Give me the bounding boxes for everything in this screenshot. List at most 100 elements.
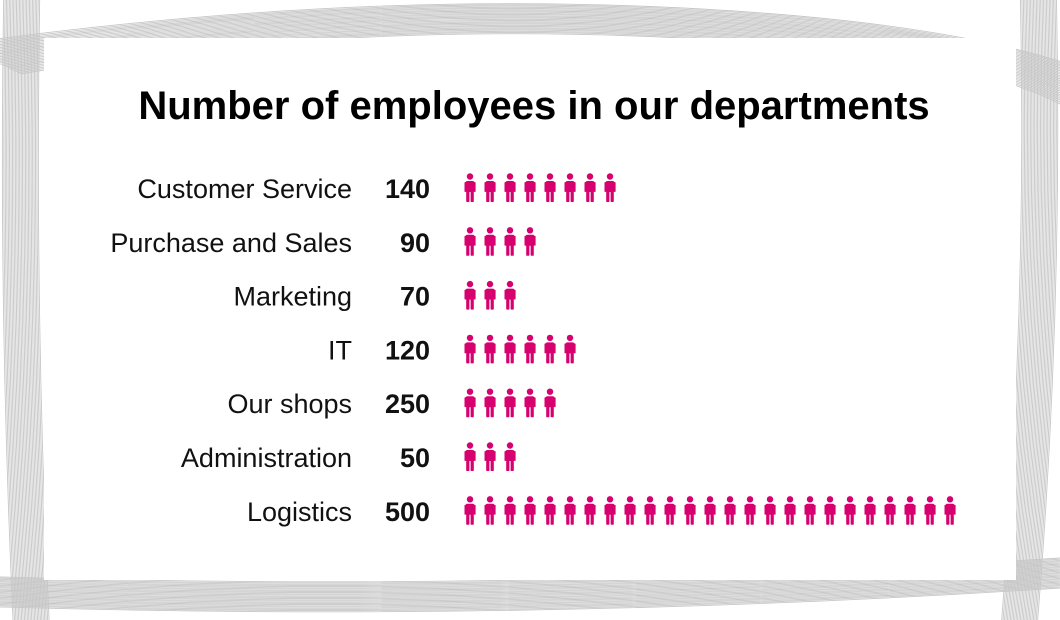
person-icon	[644, 496, 656, 525]
person-icon	[584, 496, 596, 525]
person-icon	[484, 388, 496, 418]
chart-row: Marketing 70	[233, 280, 516, 312]
person-icon	[464, 496, 476, 525]
value-label: 140	[385, 174, 430, 204]
person-icon	[464, 334, 476, 364]
person-icon	[524, 173, 536, 202]
person-icon	[664, 496, 676, 525]
person-icon	[464, 442, 476, 471]
person-icon	[884, 496, 896, 525]
person-icon	[504, 496, 516, 525]
person-icon	[544, 173, 556, 202]
category-label: Logistics	[247, 497, 352, 527]
person-icon	[524, 496, 536, 525]
chart-row: Customer Service 140	[137, 173, 616, 204]
person-icon	[464, 388, 476, 418]
person-icon	[484, 173, 496, 202]
person-icon	[544, 388, 556, 418]
person-icon	[744, 496, 756, 525]
person-icon	[564, 173, 576, 202]
chart-row: Administration 50	[181, 442, 516, 473]
person-icon	[504, 442, 516, 471]
person-icon	[564, 496, 576, 525]
person-icon	[504, 388, 516, 418]
value-label: 50	[400, 443, 430, 473]
person-icon	[824, 496, 836, 525]
person-icon	[484, 442, 496, 471]
person-icon	[464, 227, 476, 256]
chart-row: Logistics 500	[247, 496, 956, 527]
category-label: Customer Service	[137, 174, 352, 204]
category-label: Administration	[181, 443, 352, 473]
category-label: Our shops	[227, 389, 352, 419]
person-icon	[484, 227, 496, 256]
person-icon	[584, 173, 596, 202]
person-icon	[724, 496, 736, 525]
chart-row: Our shops 250	[227, 388, 556, 419]
person-icon	[524, 227, 536, 256]
person-icon	[484, 280, 496, 310]
person-icon	[764, 496, 776, 525]
person-icon	[924, 496, 936, 525]
person-icon	[504, 173, 516, 202]
person-icon	[544, 496, 556, 525]
value-label: 90	[400, 228, 430, 258]
person-icon	[784, 496, 796, 525]
person-icon	[804, 496, 816, 525]
person-icon	[604, 496, 616, 525]
person-icon	[484, 496, 496, 525]
person-icon	[604, 173, 616, 202]
value-label: 250	[385, 389, 430, 419]
person-icon	[504, 334, 516, 364]
chart-row: Purchase and Sales 90	[110, 227, 536, 258]
value-label: 120	[385, 335, 430, 365]
person-icon	[524, 334, 536, 364]
category-label: Purchase and Sales	[110, 228, 352, 258]
person-icon	[704, 496, 716, 525]
person-icon	[464, 280, 476, 310]
chart-title: Number of employees in our departments	[138, 84, 930, 128]
person-icon	[904, 496, 916, 525]
person-icon	[504, 280, 516, 310]
value-label: 500	[385, 497, 430, 527]
person-icon	[624, 496, 636, 525]
person-icon	[844, 496, 856, 525]
person-icon	[684, 496, 696, 525]
person-icon	[464, 173, 476, 202]
chart-panel	[44, 38, 1016, 580]
chart-row: IT 120	[328, 334, 576, 365]
person-icon	[864, 496, 876, 525]
person-icon	[564, 334, 576, 364]
person-icon	[504, 227, 516, 256]
person-icon	[544, 334, 556, 364]
value-label: 70	[400, 282, 430, 312]
